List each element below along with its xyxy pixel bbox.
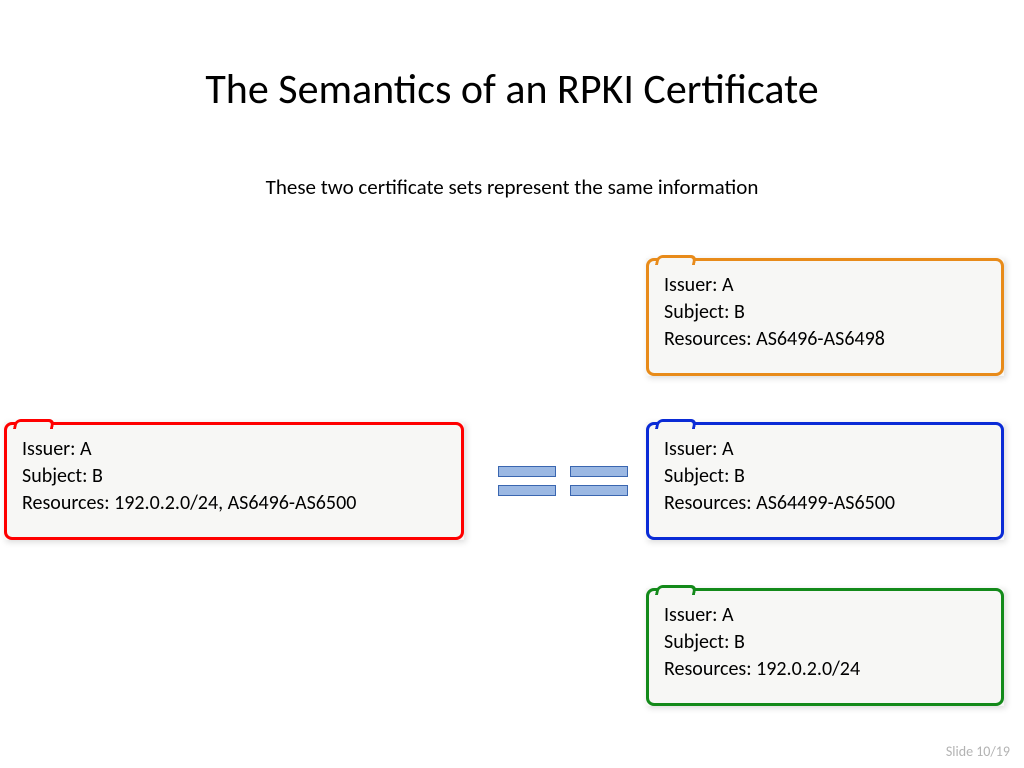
cert-box-right-blue: Issuer: ASubject: BResources: AS64499-AS… (646, 422, 1004, 540)
cert-line: Resources: 192.0.2.0/24, AS6496-AS6500 (22, 490, 446, 517)
cert-line: Resources: 192.0.2.0/24 (664, 656, 986, 683)
equals-bar (570, 485, 628, 496)
cert-line: Subject: B (664, 463, 986, 490)
equals-bar (570, 466, 628, 477)
cert-line: Subject: B (664, 629, 986, 656)
cert-line: Resources: AS6496-AS6498 (664, 326, 986, 353)
equals-bar (498, 466, 556, 477)
subtitle: These two certificate sets represent the… (0, 174, 1024, 200)
cert-line: Issuer: A (22, 436, 446, 463)
equals-bar (498, 485, 556, 496)
cert-line: Subject: B (664, 299, 986, 326)
cert-box-right-orange: Issuer: ASubject: BResources: AS6496-AS6… (646, 258, 1004, 376)
cert-line: Subject: B (22, 463, 446, 490)
slide-title: The Semantics of an RPKI Certificate (0, 64, 1024, 115)
cert-line: Resources: AS64499-AS6500 (664, 490, 986, 517)
equals-left (498, 466, 556, 496)
cert-line: Issuer: A (664, 602, 986, 629)
equals-icon (498, 466, 628, 496)
equals-right (570, 466, 628, 496)
cert-box-left-red: Issuer: ASubject: BResources: 192.0.2.0/… (4, 422, 464, 540)
slide-footer: Slide 10/19 (946, 743, 1010, 760)
cert-line: Issuer: A (664, 436, 986, 463)
cert-line: Issuer: A (664, 272, 986, 299)
cert-box-right-green: Issuer: ASubject: BResources: 192.0.2.0/… (646, 588, 1004, 706)
